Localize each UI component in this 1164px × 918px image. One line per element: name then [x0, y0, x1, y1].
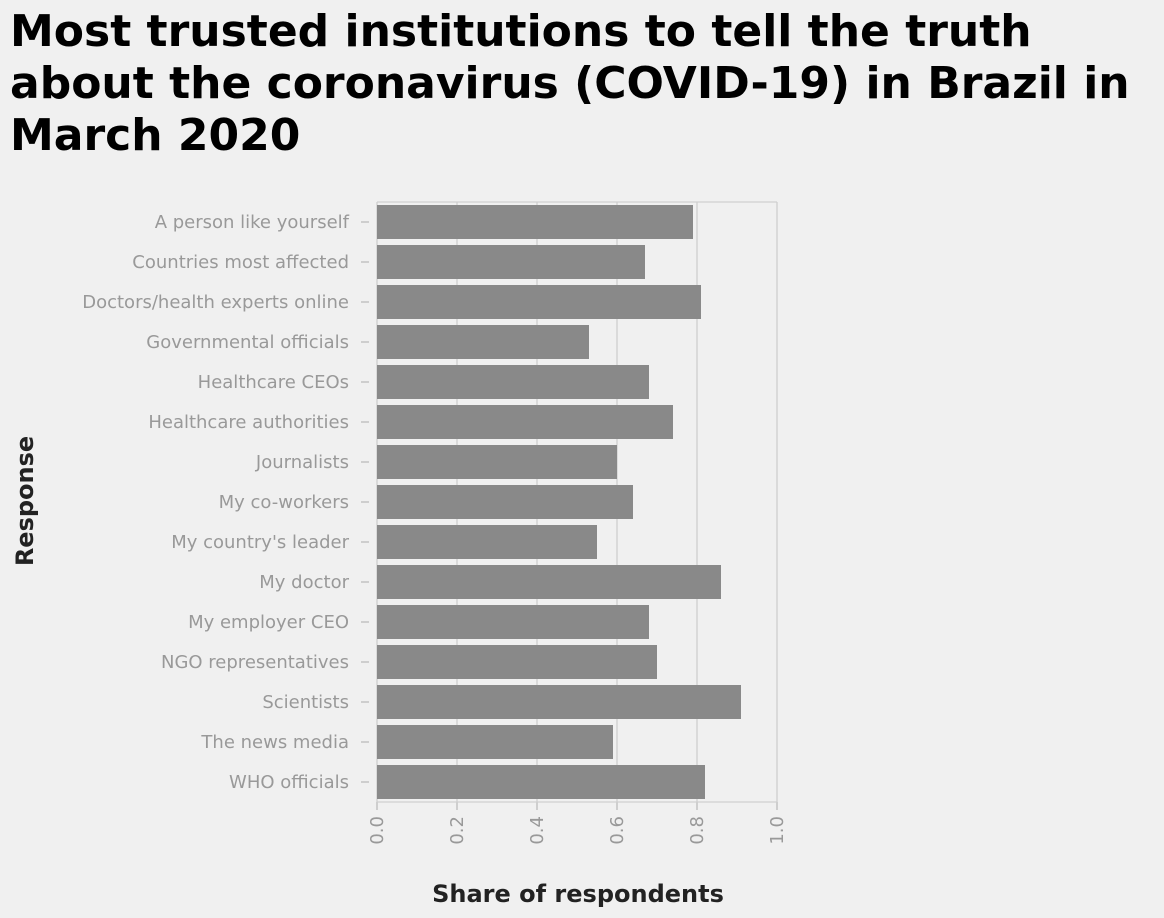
x-tick-label: 0.4: [527, 816, 548, 845]
category-label: My doctor: [259, 572, 349, 593]
bar: [377, 725, 613, 759]
category-label: NGO representatives: [161, 652, 349, 673]
bar: [377, 765, 705, 799]
bar: [377, 325, 589, 359]
x-tick-label: 0.8: [687, 816, 708, 845]
x-tick-label: 0.0: [367, 816, 388, 845]
bar: [377, 285, 701, 319]
category-label: The news media: [200, 732, 349, 753]
bar: [377, 245, 645, 279]
category-label: My co-workers: [219, 492, 349, 513]
category-label: WHO officials: [229, 772, 349, 793]
bar: [377, 205, 693, 239]
x-tick-label: 0.6: [607, 816, 628, 845]
category-label: Healthcare authorities: [148, 412, 349, 433]
y-axis: A person like yourself Countries most aff…: [82, 212, 369, 793]
x-axis: 0.0 0.2 0.4 0.6 0.8 1.0: [367, 801, 788, 845]
bar: [377, 605, 649, 639]
bar: [377, 565, 721, 599]
bar: [377, 525, 597, 559]
bars: [377, 205, 741, 799]
bar: [377, 485, 633, 519]
category-label: Journalists: [255, 452, 349, 473]
category-label: Scientists: [262, 692, 349, 713]
bar: [377, 365, 649, 399]
x-axis-title: Share of respondents: [432, 880, 724, 908]
category-label: Governmental officials: [146, 332, 349, 353]
x-tick-label: 0.2: [447, 816, 468, 845]
category-label: My country's leader: [171, 532, 349, 553]
category-label: Healthcare CEOs: [198, 372, 349, 393]
category-label: Doctors/health experts online: [82, 292, 349, 313]
bar: [377, 405, 673, 439]
bar: [377, 685, 741, 719]
category-label: Countries most affected: [132, 252, 349, 273]
category-label: My employer CEO: [188, 612, 349, 633]
chart-title: Most trusted institutions to tell the tr…: [10, 6, 1130, 161]
y-axis-title: Response: [11, 436, 39, 566]
bar: [377, 445, 617, 479]
bar: [377, 645, 657, 679]
category-label: A person like yourself: [155, 212, 350, 233]
x-tick-label: 1.0: [767, 816, 788, 845]
